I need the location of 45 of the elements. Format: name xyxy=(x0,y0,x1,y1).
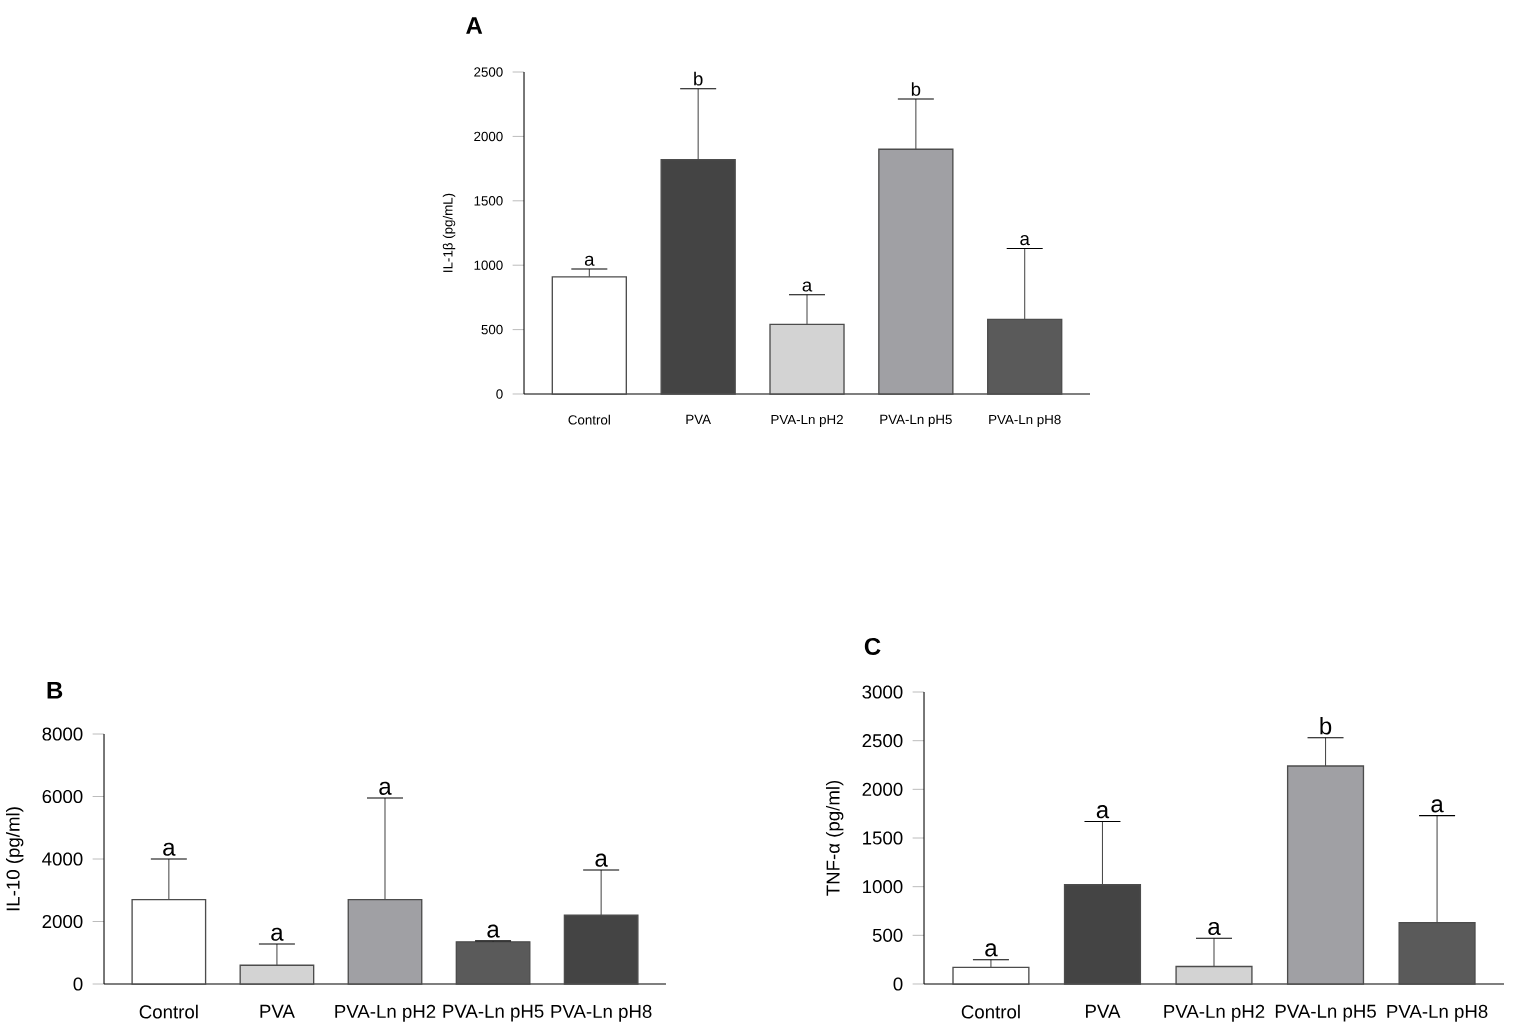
chart-title: A xyxy=(466,17,483,34)
annotation: a xyxy=(379,781,392,795)
annotation: a xyxy=(163,842,176,856)
chart-title: C xyxy=(864,637,881,655)
y-tick-label: 4000 xyxy=(42,852,83,866)
annotation: a xyxy=(584,255,595,266)
x-tick-label: PVA xyxy=(1086,1004,1121,1018)
annotation: a xyxy=(487,924,500,938)
y-tick-label: 1500 xyxy=(863,831,903,845)
bar xyxy=(551,276,627,395)
y-tick-label: 2000 xyxy=(862,782,903,796)
y-tick-label: 8000 xyxy=(42,727,83,741)
annotation: a xyxy=(271,927,284,941)
annotation: a xyxy=(802,281,813,292)
annotation: a xyxy=(1208,921,1221,936)
x-tick-label: PVA-Ln pH8 xyxy=(551,1004,652,1022)
annotation: a xyxy=(1096,805,1110,819)
annotation: a xyxy=(985,943,998,957)
x-tick-label: Control xyxy=(139,1004,198,1019)
annotation: b xyxy=(911,82,921,96)
y-axis-title: IL-10 (pg/ml) xyxy=(5,807,24,911)
x-tick-label: PVA-Ln pH2 xyxy=(335,1004,436,1022)
bar xyxy=(952,966,1030,985)
y-tick-label: 0 xyxy=(73,977,83,991)
annotation: b xyxy=(694,71,703,86)
x-tick-label: PVA-Ln pH8 xyxy=(1387,1004,1488,1022)
x-tick-label: PVA-Ln pH5 xyxy=(1275,1004,1376,1022)
x-tick-label: PVA-Ln pH2 xyxy=(1164,1004,1265,1022)
x-tick-label: Control xyxy=(961,1004,1020,1019)
y-tick-label: 0 xyxy=(893,977,903,991)
bar xyxy=(455,941,531,985)
annotation: b xyxy=(1320,716,1332,735)
y-tick-label: 1000 xyxy=(863,880,903,894)
y-tick-label: 3000 xyxy=(862,685,903,699)
y-axis-title: TNF-α (pg/ml) xyxy=(825,780,844,896)
y-tick-label: 2500 xyxy=(862,734,903,748)
x-tick-label: PVA-Ln pH5 xyxy=(443,1004,544,1022)
annotation: a xyxy=(1020,235,1030,246)
chart-title: B xyxy=(47,682,63,699)
y-tick-label: 500 xyxy=(872,928,903,942)
annotation: a xyxy=(595,853,608,867)
annotation: a xyxy=(1431,799,1444,813)
x-tick-label: PVA xyxy=(260,1004,295,1018)
y-tick-label: 6000 xyxy=(42,789,83,804)
y-tick-label: 2000 xyxy=(42,914,83,929)
